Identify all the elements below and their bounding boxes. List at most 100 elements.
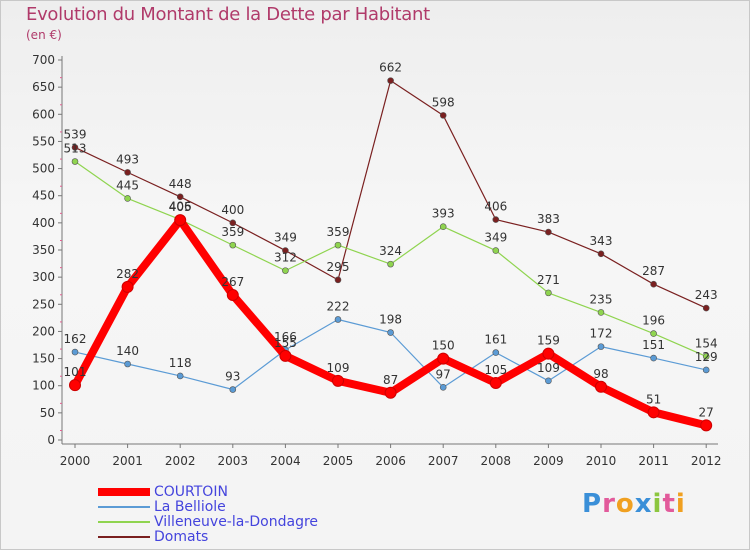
- data-label: 359: [327, 225, 350, 239]
- data-label: 383: [537, 212, 560, 226]
- legend-swatch: [98, 520, 150, 523]
- data-point: [439, 384, 447, 391]
- data-label: 109: [327, 361, 350, 375]
- y-tick-label: 50: [40, 406, 55, 420]
- data-label: 267: [221, 275, 244, 289]
- y-tick-label: 550: [32, 134, 55, 148]
- data-point: [229, 241, 237, 249]
- x-tick-label: 2007: [428, 454, 459, 468]
- data-label: 406: [169, 200, 192, 214]
- data-label: 140: [116, 344, 139, 358]
- data-label: 287: [642, 264, 665, 278]
- data-label: 448: [169, 177, 192, 191]
- data-label: 105: [484, 363, 507, 377]
- legend-label: Villeneuve-la-Dondagre: [154, 513, 319, 530]
- data-label: 154: [695, 336, 718, 350]
- data-label: 161: [484, 333, 507, 347]
- x-tick-label: 2008: [481, 454, 512, 468]
- data-point: [702, 366, 710, 374]
- data-point: [545, 377, 552, 385]
- data-label: 493: [116, 152, 139, 166]
- data-point: [334, 241, 342, 249]
- data-label: 406: [484, 200, 507, 214]
- data-point: [650, 330, 657, 337]
- y-tick-label: 700: [32, 53, 55, 67]
- data-point: [647, 406, 660, 419]
- data-point: [650, 280, 657, 288]
- x-tick-label: 2011: [638, 454, 669, 468]
- data-point: [387, 77, 394, 84]
- data-label: 51: [646, 392, 661, 406]
- x-tick-label: 2005: [323, 454, 354, 468]
- data-point: [489, 377, 502, 389]
- y-tick-label: 350: [32, 243, 55, 257]
- data-label: 97: [436, 367, 451, 381]
- data-label: 349: [484, 231, 507, 245]
- x-tick-label: 2001: [112, 454, 143, 468]
- x-tick-label: 2012: [691, 454, 722, 468]
- legend-swatch: [98, 487, 150, 496]
- data-point: [597, 309, 605, 316]
- legend-swatch: [98, 505, 150, 508]
- data-point: [229, 386, 237, 393]
- data-point: [595, 380, 607, 393]
- data-label: 243: [695, 288, 718, 302]
- data-point: [71, 348, 79, 356]
- data-point: [69, 379, 81, 392]
- data-point: [124, 169, 131, 176]
- data-label: 271: [537, 273, 560, 287]
- y-tick-label: 650: [32, 80, 55, 94]
- legend-item: Domats: [98, 529, 318, 545]
- data-label: 101: [64, 365, 87, 379]
- y-tick-label: 100: [32, 379, 55, 393]
- data-label: 222: [327, 299, 350, 313]
- data-label: 172: [590, 327, 613, 341]
- data-point: [334, 276, 342, 284]
- data-label: 400: [221, 203, 244, 217]
- data-label: 598: [432, 95, 455, 109]
- data-point: [492, 349, 500, 356]
- data-point: [176, 372, 184, 380]
- chart-title: Evolution du Montant de la Dette par Hab…: [26, 4, 430, 25]
- data-point: [282, 247, 289, 254]
- data-point: [650, 354, 657, 362]
- data-point: [700, 419, 713, 432]
- data-label: 27: [699, 405, 714, 419]
- x-tick-label: 2003: [218, 454, 249, 468]
- x-tick-label: 2010: [586, 454, 617, 468]
- y-tick-label: 300: [32, 270, 55, 284]
- x-tick-label: 2000: [60, 454, 91, 468]
- data-point: [437, 352, 450, 365]
- data-label: 662: [379, 61, 402, 75]
- x-tick-label: 2004: [270, 454, 301, 468]
- data-point: [282, 267, 289, 274]
- data-point: [229, 219, 237, 227]
- data-point: [176, 193, 184, 201]
- data-point: [545, 289, 552, 297]
- data-label: 235: [590, 292, 613, 306]
- legend-swatch: [98, 535, 150, 538]
- data-label: 349: [274, 231, 297, 245]
- data-point: [124, 360, 131, 368]
- y-tick-label: 500: [32, 162, 55, 176]
- y-tick-label: 150: [32, 352, 55, 366]
- data-label: 87: [383, 373, 398, 387]
- data-label: 98: [593, 367, 608, 381]
- data-label: 405: [169, 200, 192, 214]
- data-label: 295: [327, 260, 350, 274]
- series-line-domats: [74, 80, 707, 309]
- data-point: [226, 289, 239, 302]
- proxiti-logo: Proxiti: [582, 489, 686, 519]
- data-label: 118: [169, 356, 192, 370]
- data-point: [702, 304, 710, 312]
- data-point: [334, 316, 342, 323]
- data-point: [384, 386, 397, 399]
- data-point: [387, 329, 394, 336]
- legend-item: COURTOIN: [98, 484, 318, 500]
- data-label: 93: [225, 370, 240, 384]
- data-label: 393: [432, 207, 455, 221]
- data-point: [121, 280, 134, 293]
- data-point: [174, 214, 187, 227]
